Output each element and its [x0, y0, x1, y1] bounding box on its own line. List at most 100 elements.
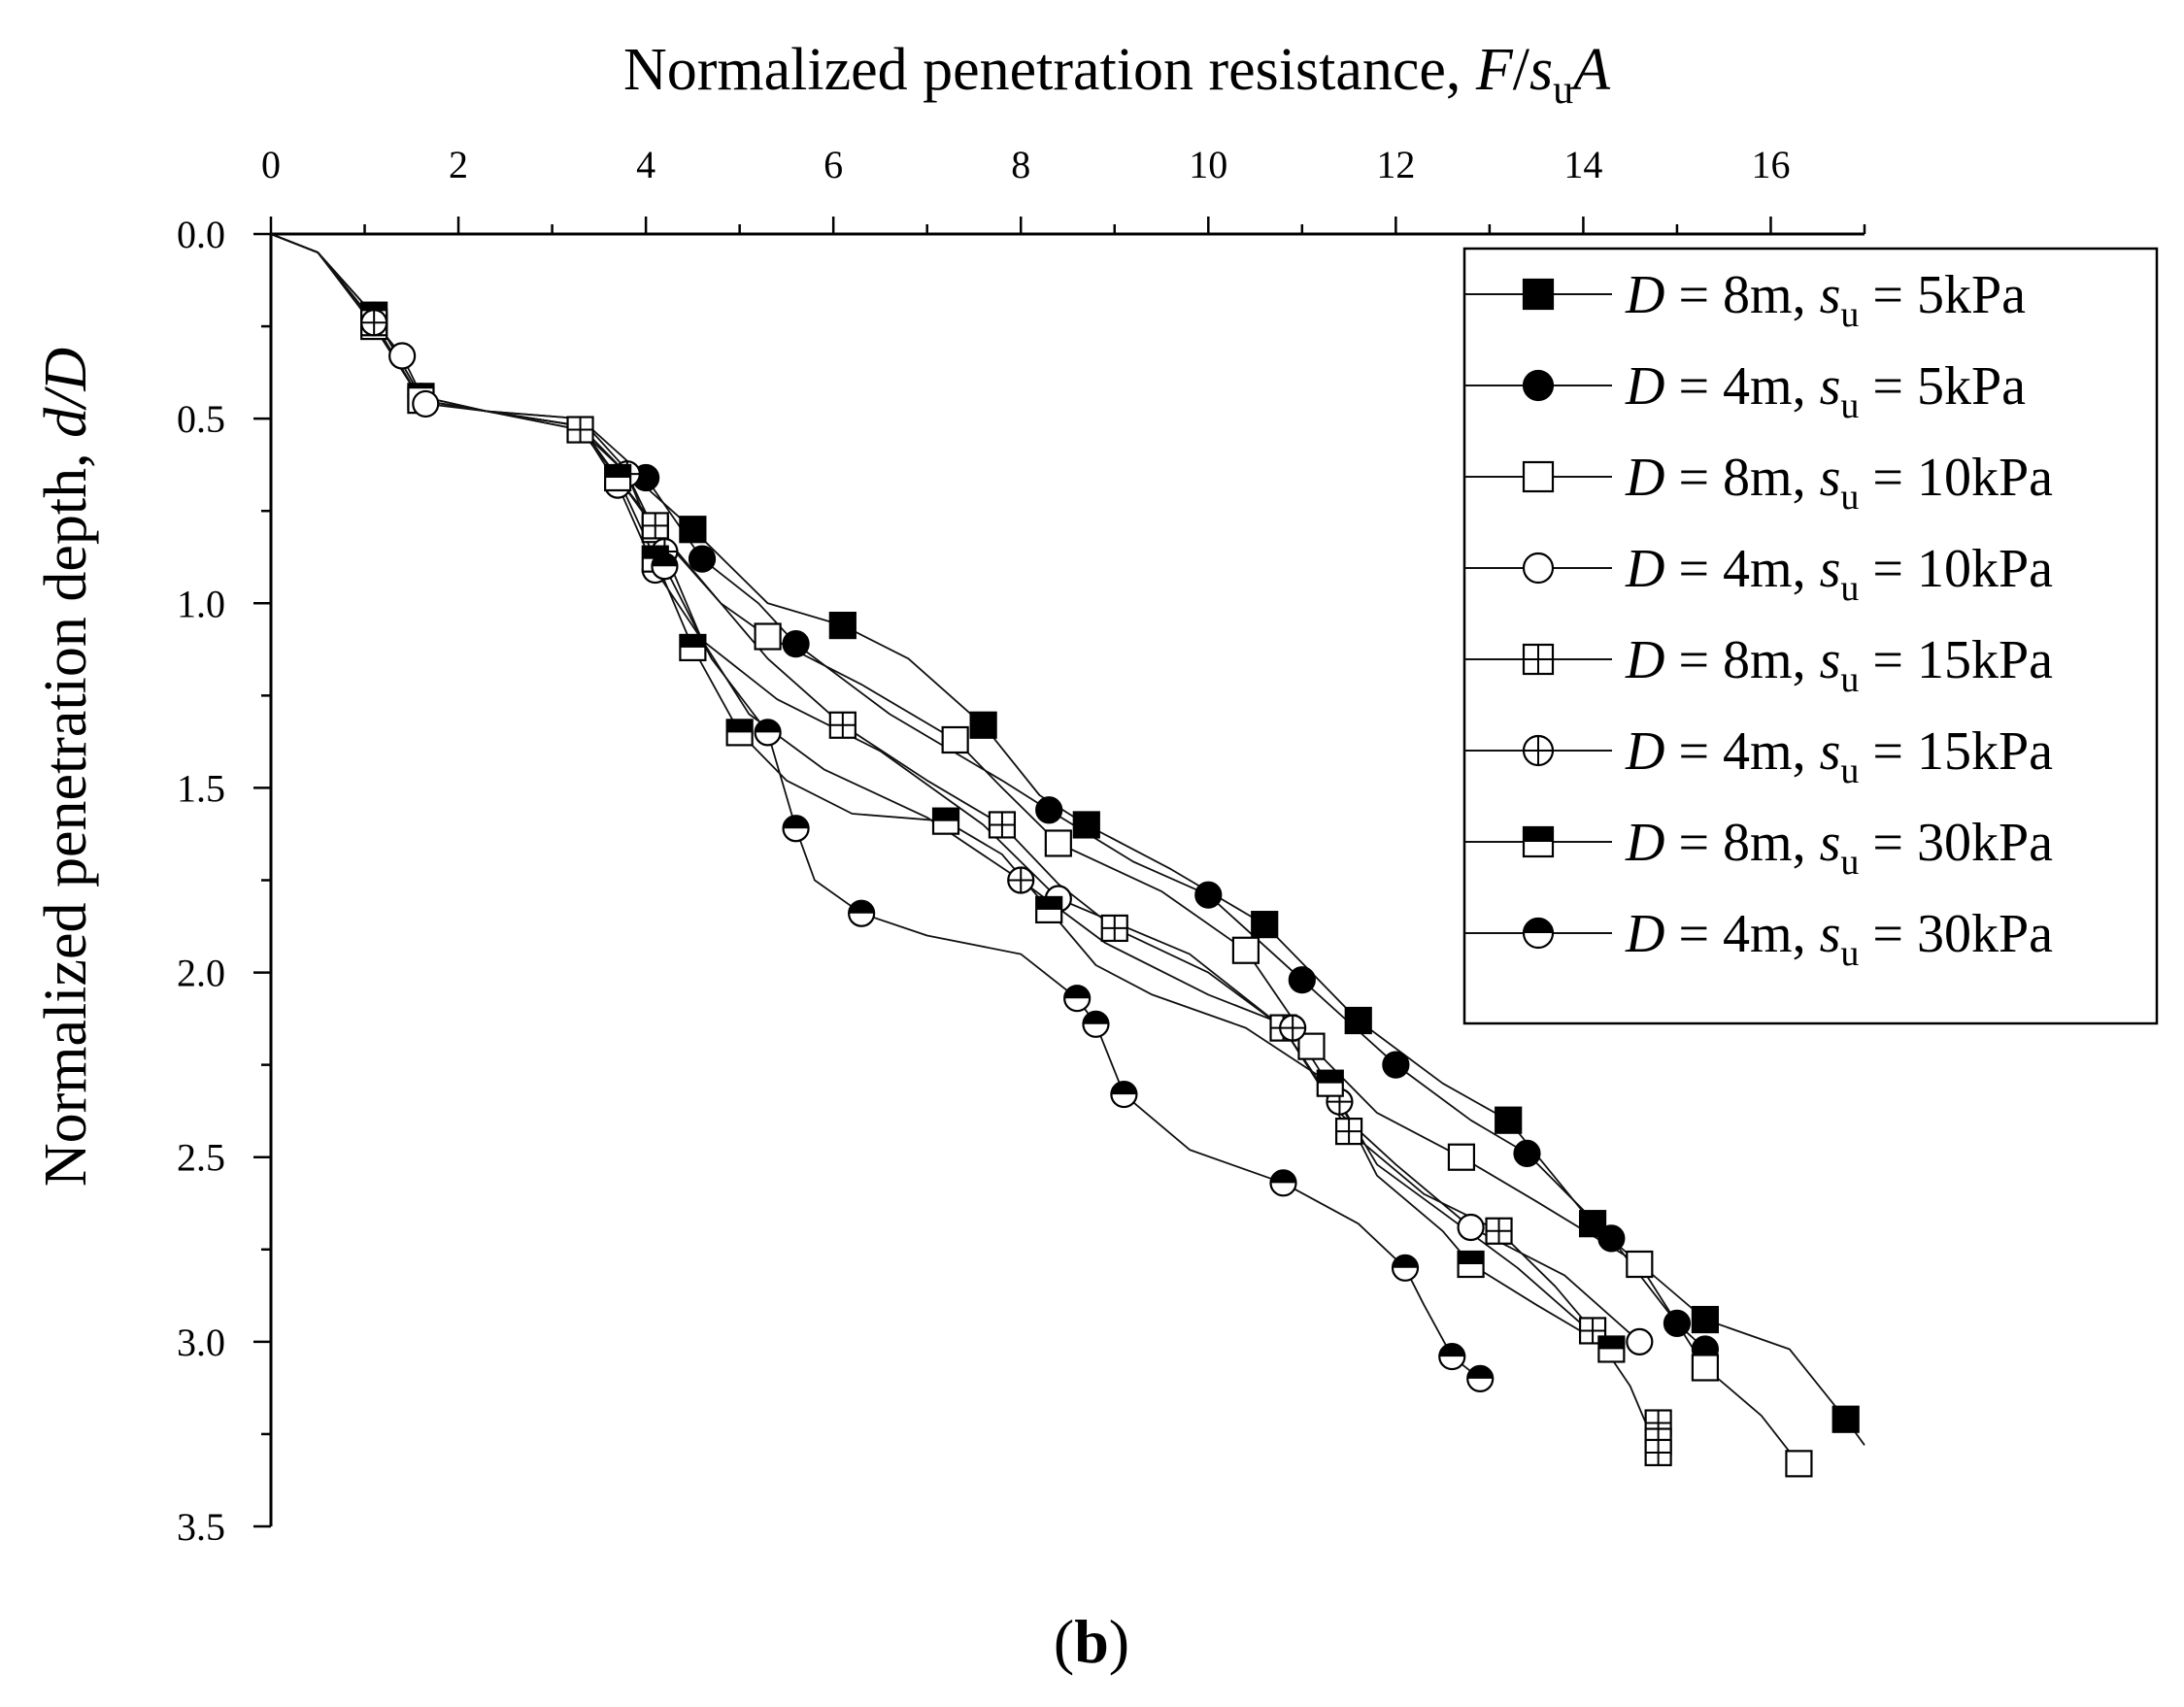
marker-square-filled — [1072, 811, 1100, 839]
marker-square-open — [754, 622, 782, 651]
legend-label-part: u — [1840, 568, 1859, 609]
marker-circle-open — [1457, 1213, 1485, 1242]
marker-square-open — [1447, 1143, 1476, 1171]
marker-square — [1691, 1305, 1720, 1334]
y-tick-label: 2.5 — [177, 1136, 225, 1180]
marker-half-fill — [849, 900, 875, 914]
legend-label-part: = 5kPa — [1859, 356, 2026, 417]
marker-circle — [1522, 552, 1555, 585]
marker-circle-half — [1522, 917, 1555, 950]
marker-circle-half — [848, 899, 876, 927]
marker-circle-filled — [1663, 1309, 1692, 1337]
legend-label-part: = 10kPa — [1859, 448, 2053, 508]
marker-circle-cross — [360, 309, 388, 337]
marker-circle-filled — [782, 630, 810, 658]
marker-square-open — [1785, 1450, 1813, 1478]
marker-square-filled — [1495, 1106, 1523, 1134]
marker-circle-filled — [1382, 1051, 1410, 1079]
x-tick-label: 10 — [1189, 143, 1227, 186]
marker-square — [941, 725, 969, 754]
marker-square — [1831, 1405, 1860, 1433]
marker-circle — [782, 630, 810, 658]
legend-label-part: u — [1840, 659, 1859, 700]
marker-circle — [1597, 1224, 1626, 1253]
marker-circle — [1513, 1139, 1541, 1168]
legend-label: D = 4m, su = 30kPa — [1625, 904, 2053, 974]
marker-circle-filled — [1597, 1224, 1626, 1253]
y-tick-label: 0.0 — [177, 213, 225, 256]
marker-square-cross — [1334, 1117, 1363, 1146]
marker-square-open — [941, 725, 969, 754]
y-axis-title: Normalized penetration depth, d/D — [33, 348, 99, 1187]
marker-square-open — [1297, 1032, 1326, 1060]
legend-label-part: D — [1625, 813, 1664, 873]
marker-circle-half — [1063, 985, 1092, 1013]
legend-label-part: = 8m, — [1664, 265, 1819, 325]
marker-square-filled — [679, 516, 707, 544]
marker-half-fill — [1111, 1082, 1137, 1095]
marker-square-cross — [566, 416, 594, 444]
marker-half-fill — [1083, 1011, 1109, 1024]
legend-label-part: = 10kPa — [1859, 539, 2053, 599]
marker-half-fill — [755, 720, 781, 733]
legend-label-part: = 4m, — [1664, 356, 1819, 417]
marker-circle-half — [1391, 1254, 1420, 1282]
marker-square-open — [1691, 1354, 1720, 1382]
marker-circle — [1663, 1309, 1692, 1337]
marker-square-cross — [641, 512, 669, 540]
marker-half-fill — [1317, 1070, 1343, 1084]
marker-square-cross — [828, 711, 857, 739]
x-tick-label: 0 — [261, 143, 281, 186]
marker-circle-open — [412, 389, 440, 418]
marker-square-half — [725, 719, 754, 747]
marker-square-filled — [1251, 911, 1279, 939]
marker-circle — [688, 545, 717, 573]
series-markers — [360, 301, 1860, 1478]
legend-label-part: u — [1840, 842, 1859, 883]
marker-half-fill — [1524, 919, 1553, 933]
marker-square — [1495, 1106, 1523, 1134]
marker-circle — [388, 342, 417, 370]
marker-square — [1072, 811, 1100, 839]
marker-circle-half — [1269, 1169, 1297, 1197]
x-tick-label: 8 — [1011, 143, 1030, 186]
marker-circle-half — [1438, 1342, 1466, 1371]
marker-square-open — [1044, 829, 1072, 857]
legend-label-part: s — [1820, 539, 1841, 599]
legend-label: D = 4m, su = 10kPa — [1625, 539, 2053, 609]
marker-half-fill — [933, 808, 959, 821]
legend-label-part: = 15kPa — [1859, 721, 2053, 782]
marker-square-half — [1597, 1335, 1626, 1363]
marker-half-fill — [1036, 896, 1062, 910]
legend-label-part: = 4m, — [1664, 539, 1819, 599]
marker-circle — [1382, 1051, 1410, 1079]
legend-label-part: = 8m, — [1664, 813, 1819, 873]
legend-label-part: D — [1625, 448, 1664, 508]
marker-circle-cross — [1279, 1014, 1307, 1042]
y-tick-label: 3.5 — [177, 1505, 225, 1549]
marker-circle-half — [754, 719, 782, 747]
legend-label-part: = 8m, — [1664, 630, 1819, 690]
legend-label-part: = 4m, — [1664, 721, 1819, 782]
legend-box — [1462, 247, 2159, 1025]
y-tick-label: 3.0 — [177, 1321, 225, 1364]
legend-label: D = 8m, su = 15kPa — [1625, 630, 2053, 700]
x-tick-label: 6 — [823, 143, 843, 186]
marker-square-half — [931, 807, 960, 835]
marker-square-open — [1522, 460, 1555, 493]
marker-square-half — [1316, 1069, 1344, 1097]
legend-label: D = 4m, su = 5kPa — [1625, 356, 2026, 426]
marker-square-cross — [1578, 1317, 1607, 1345]
legend-label-part: = 8m, — [1664, 448, 1819, 508]
marker-circle-filled — [1522, 369, 1555, 402]
marker-circle — [1626, 1327, 1654, 1356]
marker-half-fill — [680, 634, 706, 648]
x-axis-title: Normalized penetration resistance, F/suA — [623, 37, 1611, 113]
marker-circle — [1522, 369, 1555, 402]
marker-circle-half — [1466, 1364, 1495, 1392]
legend-label-part: = 5kPa — [1859, 265, 2026, 325]
marker-square-open — [1626, 1250, 1654, 1279]
marker-square — [1231, 936, 1260, 964]
y-tick-label: 1.5 — [177, 766, 225, 810]
marker-circle-cross — [1007, 866, 1035, 894]
